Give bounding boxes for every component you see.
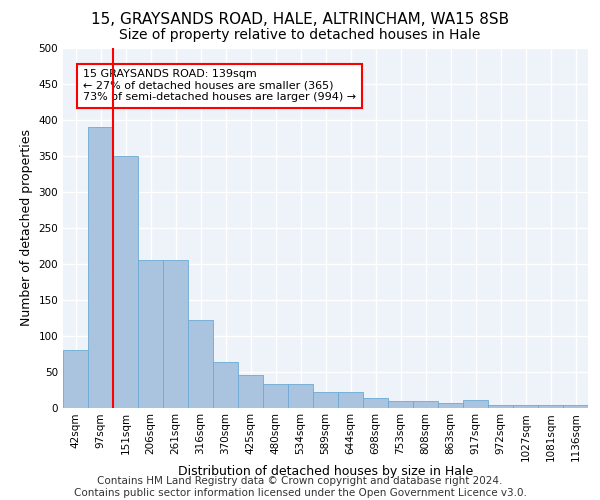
Bar bbox=[63, 350, 88, 408]
Bar bbox=[513, 406, 538, 407]
X-axis label: Distribution of detached houses by size in Hale: Distribution of detached houses by size … bbox=[178, 466, 473, 478]
Bar bbox=[463, 400, 488, 407]
Text: 15, GRAYSANDS ROAD, HALE, ALTRINCHAM, WA15 8SB: 15, GRAYSANDS ROAD, HALE, ALTRINCHAM, WA… bbox=[91, 12, 509, 28]
Bar bbox=[88, 126, 113, 408]
Bar bbox=[413, 401, 438, 407]
Bar bbox=[563, 404, 588, 407]
Text: Contains HM Land Registry data © Crown copyright and database right 2024.
Contai: Contains HM Land Registry data © Crown c… bbox=[74, 476, 526, 498]
Y-axis label: Number of detached properties: Number of detached properties bbox=[20, 129, 33, 326]
Bar bbox=[163, 260, 188, 408]
Bar bbox=[288, 384, 313, 407]
Bar bbox=[338, 392, 363, 407]
Text: Size of property relative to detached houses in Hale: Size of property relative to detached ho… bbox=[119, 28, 481, 42]
Bar bbox=[313, 392, 338, 407]
Bar bbox=[113, 156, 138, 408]
Bar bbox=[388, 401, 413, 407]
Text: 15 GRAYSANDS ROAD: 139sqm
← 27% of detached houses are smaller (365)
73% of semi: 15 GRAYSANDS ROAD: 139sqm ← 27% of detac… bbox=[83, 69, 356, 102]
Bar bbox=[438, 403, 463, 407]
Bar bbox=[188, 320, 213, 408]
Bar bbox=[538, 406, 563, 407]
Bar bbox=[488, 406, 513, 407]
Bar bbox=[213, 362, 238, 408]
Bar bbox=[238, 375, 263, 408]
Bar bbox=[263, 384, 288, 407]
Bar bbox=[363, 398, 388, 407]
Bar bbox=[138, 260, 163, 408]
